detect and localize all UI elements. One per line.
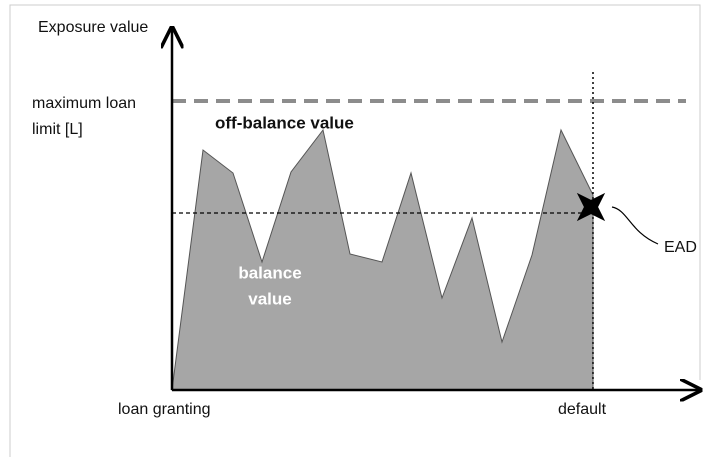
balance-area: [171, 128, 594, 391]
ead-pointer: [611, 206, 659, 245]
frame: [9, 4, 701, 457]
x-end-label: default: [558, 401, 607, 418]
limit-label: limit [L]: [32, 121, 83, 138]
off-balance-label: off-balance value: [215, 113, 354, 132]
limit-label: maximum loan: [32, 95, 136, 112]
balance-label: value: [248, 289, 291, 308]
balance-label: balance: [238, 263, 301, 282]
x-start-label: loan granting: [118, 401, 211, 418]
ead-star: [576, 192, 606, 222]
y-axis-label: Exposure value: [38, 19, 148, 36]
ead-label: EAD: [664, 239, 697, 256]
